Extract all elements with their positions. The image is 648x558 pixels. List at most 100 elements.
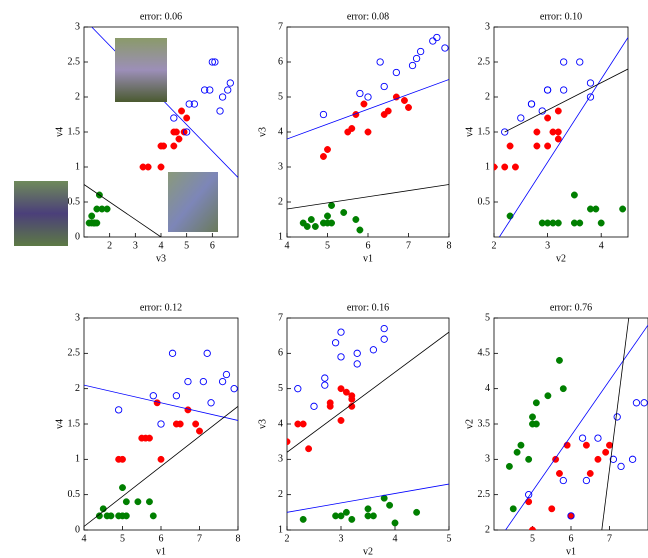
chart-title: error: 0.16 — [347, 302, 389, 313]
data-point — [119, 484, 126, 492]
data-point — [554, 135, 562, 143]
data-point — [178, 107, 185, 115]
data-point — [380, 82, 388, 91]
data-point — [218, 377, 227, 386]
data-point — [103, 205, 111, 213]
y-tick-label: 2 — [75, 91, 80, 102]
y-tick-label: 2.5 — [478, 489, 491, 500]
data-point — [149, 392, 157, 400]
data-point — [517, 114, 525, 122]
data-point — [416, 47, 425, 56]
y-tick-label: 6 — [278, 348, 283, 359]
data-point — [527, 100, 536, 108]
chart-title: error: 0.08 — [347, 11, 389, 22]
y-axis-label: v3 — [257, 127, 268, 137]
y-tick-label: 0.5 — [68, 489, 81, 500]
data-point — [320, 153, 327, 160]
data-point — [613, 413, 621, 421]
data-point — [218, 93, 227, 101]
data-point — [554, 107, 562, 115]
data-point — [384, 107, 392, 115]
data-point — [230, 385, 238, 393]
data-point — [180, 128, 188, 136]
y-tick-label: 4 — [485, 383, 490, 394]
x-tick-label: 5 — [325, 240, 330, 251]
data-point — [115, 406, 123, 414]
data-point — [307, 216, 315, 223]
data-point — [206, 86, 214, 94]
y-tick-label: 6 — [278, 56, 283, 67]
panel: error: 0.10 v2 v4 2 3 4 0.5 1 1.5 2 2.5 3 — [464, 11, 629, 264]
data-point — [337, 328, 345, 336]
data-point — [172, 392, 181, 400]
data-point — [617, 462, 625, 471]
x-tick-label: 2 — [492, 240, 497, 251]
data-point — [348, 515, 356, 523]
data-point — [203, 349, 211, 357]
data-point — [506, 142, 514, 150]
data-point — [326, 402, 334, 410]
data-point — [567, 512, 575, 520]
data-point — [172, 128, 180, 136]
y-axis-label: v4 — [464, 127, 475, 137]
data-point — [405, 104, 412, 111]
data-point — [348, 392, 356, 400]
data-point — [511, 163, 519, 171]
data-point — [533, 142, 541, 150]
data-point — [560, 86, 568, 94]
photo — [168, 172, 218, 232]
data-point — [582, 476, 591, 485]
data-point — [211, 58, 219, 66]
data-point — [597, 219, 605, 227]
data-point — [175, 135, 183, 143]
data-point — [324, 212, 331, 220]
x-tick-label: 2 — [285, 533, 290, 544]
y-tick-label: 3.5 — [478, 418, 491, 429]
data-point — [303, 223, 311, 230]
chart-title: error: 0.06 — [140, 11, 182, 22]
data-point — [119, 512, 126, 520]
data-point — [299, 515, 307, 523]
data-point — [544, 114, 552, 122]
data-point — [401, 97, 408, 104]
data-point — [337, 353, 345, 361]
boundary-line — [601, 318, 630, 530]
data-point — [494, 163, 498, 171]
data-point — [348, 125, 356, 132]
y-axis-label: v4 — [54, 127, 65, 137]
y-axis-label: v3 — [257, 419, 268, 429]
boundary-line — [505, 324, 648, 530]
data-point — [560, 58, 568, 66]
data-point — [192, 420, 200, 428]
data-point — [183, 114, 191, 122]
data-point — [587, 205, 594, 213]
y-tick-label: 1 — [278, 524, 283, 535]
data-point — [533, 128, 541, 136]
data-point — [222, 370, 231, 379]
data-point — [176, 420, 184, 428]
data-point — [408, 61, 417, 70]
data-point — [321, 374, 329, 382]
x-tick-label: 6 — [159, 533, 164, 544]
data-point — [556, 356, 563, 364]
y-tick-label: 1.5 — [68, 418, 81, 429]
data-point — [305, 445, 313, 453]
data-point — [119, 455, 126, 463]
data-point — [324, 146, 331, 153]
data-point — [144, 163, 152, 171]
data-point — [506, 212, 514, 220]
boundary-line — [84, 184, 162, 237]
boundary-line — [504, 68, 628, 133]
data-point — [529, 413, 536, 421]
boundary-line — [287, 184, 449, 210]
x-tick-label: 3 — [339, 533, 344, 544]
data-point — [310, 402, 318, 410]
x-tick-label: 5 — [184, 240, 189, 251]
y-tick-label: 2.5 — [68, 56, 81, 67]
panel: error: 0.08 v1 v3 4 5 6 7 8 1 2 3 4 5 6 7 — [257, 11, 451, 264]
y-tick-label: 2 — [75, 383, 80, 394]
data-point — [380, 324, 388, 333]
data-point — [287, 438, 291, 446]
panel: error: 0.12 v1 v4 4 5 6 7 8 0 0.5 1 1.5 2 2.5 3 — [54, 302, 240, 557]
x-tick-label: 3 — [545, 240, 550, 251]
